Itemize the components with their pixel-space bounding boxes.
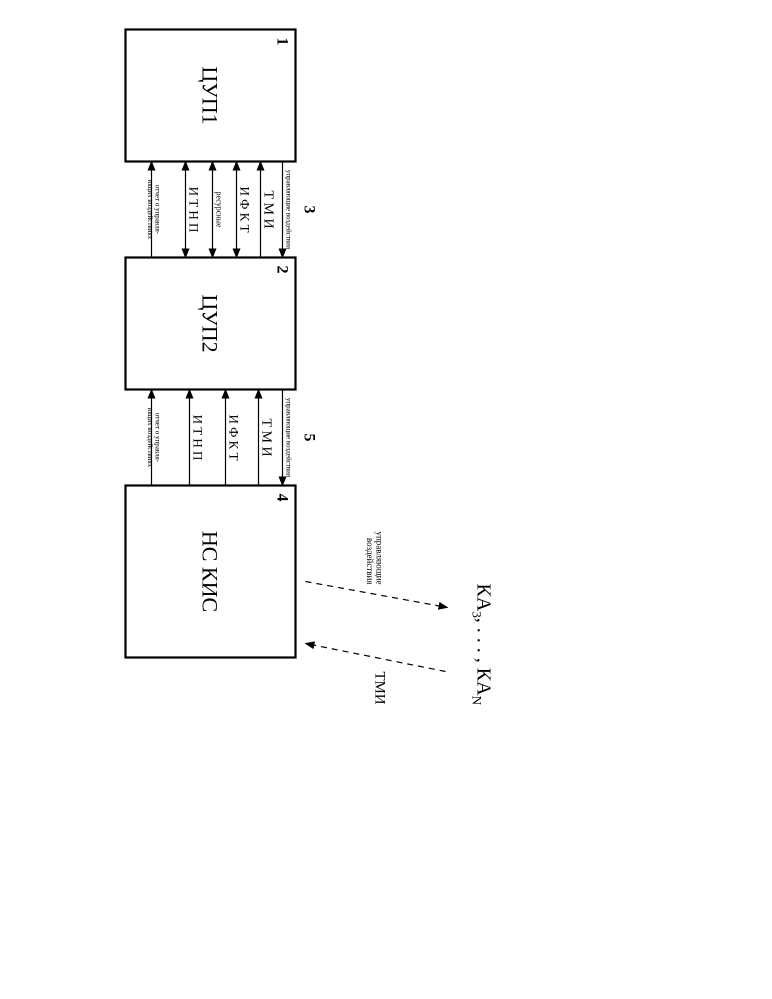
satellite-label: КА3, . . . , КАN (470, 584, 495, 706)
diagram-canvas: 1 ЦУП1 2 ЦУП2 4 НС КИС 3 управляющие воздействи… (0, 0, 772, 999)
arrow-label: Т М И (259, 418, 274, 456)
block-n2: 2 ЦУП2 (126, 258, 296, 390)
link-group-number: 5 (301, 434, 318, 442)
satellite-arrow (306, 582, 448, 608)
satellite-group: КА3, . . . , КАN управляющиевоздействия ТМ… (306, 531, 495, 705)
arrow-label: ТМИ (372, 672, 388, 705)
block-label: ЦУП1 (198, 66, 223, 124)
arrow-label: И Т Н П (187, 187, 202, 233)
arrow-label: отчет о управля-ющих воздействиях (146, 180, 161, 240)
block-number: 1 (274, 38, 291, 46)
arrow-label: управляющие воздействия (285, 398, 293, 478)
arrow-label: ресурсные (215, 192, 224, 228)
satellite-arrow (306, 644, 446, 672)
block-n1: 1 ЦУП1 (126, 30, 296, 162)
link-group-g5: 5 управляющие воздействия Т М И И Ф К Т И Т … (146, 390, 317, 486)
block-number: 2 (274, 266, 291, 274)
arrow-label: управляющиевоздействия (365, 531, 384, 584)
arrow-label: отчет о управля-ющих воздействиях (146, 408, 161, 468)
arrow-label: Т М И (261, 190, 276, 228)
link-group-g3: 3 управляющие воздействия Т М И И Ф К Т ресу… (146, 162, 317, 258)
arrow-label: И Т Н П (191, 415, 206, 461)
arrow-label: управляющие воздействия (285, 170, 293, 250)
arrow-label: И Ф К Т (238, 186, 253, 232)
block-label: НС КИС (198, 531, 223, 612)
arrow-label: И Ф К Т (227, 414, 242, 460)
block-number: 4 (274, 494, 291, 502)
link-group-number: 3 (301, 206, 318, 214)
block-n4: 4 НС КИС (126, 486, 296, 658)
block-label: ЦУП2 (198, 294, 223, 352)
